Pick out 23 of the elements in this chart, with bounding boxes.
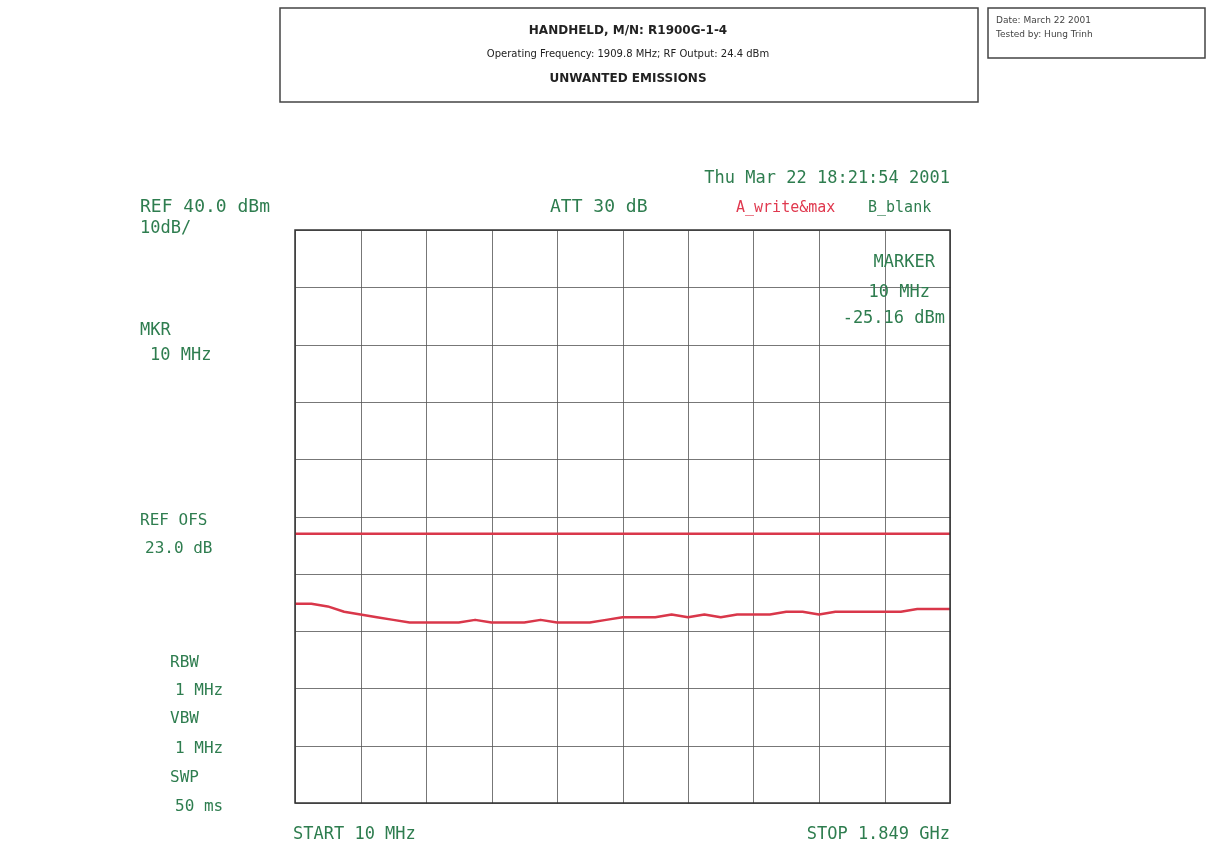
- text: REF OFS: [140, 510, 208, 529]
- text: Date: March 22 2001: [996, 15, 1091, 25]
- text: Tested by: Hung Trinh: [995, 29, 1093, 39]
- text: Operating Frequency: 1909.8 MHz; RF Output: 24.4 dBm: [486, 48, 770, 59]
- text: ATT 30 dB: [550, 195, 648, 216]
- text: Thu Mar 22 18:21:54 2001: [704, 167, 950, 187]
- text: REF 40.0 dBm: [140, 195, 271, 216]
- text: 1 MHz: [175, 738, 224, 757]
- text: 23.0 dB: [145, 538, 213, 557]
- text: 1 MHz: [175, 680, 224, 699]
- text: 10 MHz: [150, 344, 212, 364]
- text: 50 ms: [175, 796, 224, 815]
- text: HANDHELD, M/N: R1900G-1-4: [528, 23, 728, 37]
- text: 10dB/: [140, 217, 192, 237]
- text: B_blank: [868, 198, 932, 216]
- text: RBW: [170, 652, 200, 671]
- text: A_write&max: [736, 198, 836, 216]
- text: START 10 MHz: [293, 823, 416, 843]
- text: VBW: [170, 708, 200, 727]
- chart-title: UNWANTED EMISSIONS: [549, 71, 707, 85]
- text: SWP: [170, 767, 199, 786]
- text: MKR: [140, 319, 172, 339]
- text: STOP 1.849 GHz: [806, 823, 950, 843]
